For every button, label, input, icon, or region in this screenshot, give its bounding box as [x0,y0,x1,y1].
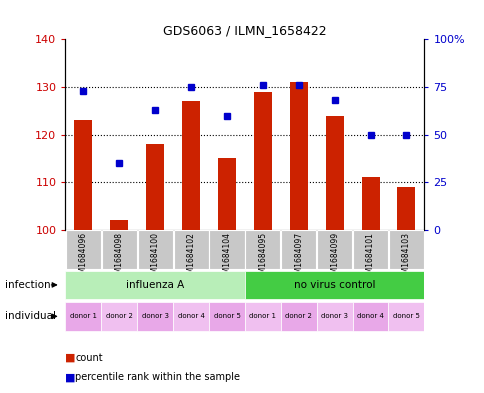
Text: donor 5: donor 5 [392,313,419,320]
Bar [146,144,164,230]
Bar [66,230,101,269]
Bar [388,230,423,269]
Text: GSM1684099: GSM1684099 [330,232,338,283]
Text: GSM1684101: GSM1684101 [365,232,374,283]
Text: ■: ■ [65,372,76,382]
Bar [65,302,101,331]
Text: infection: infection [5,280,50,290]
Text: donor 3: donor 3 [141,313,168,320]
Bar [137,302,173,331]
Text: GSM1684103: GSM1684103 [401,232,410,283]
Bar [244,271,424,299]
Bar [102,230,136,269]
Bar [75,120,92,230]
Text: percentile rank within the sample: percentile rank within the sample [75,372,240,382]
Text: GSM1684096: GSM1684096 [79,232,88,283]
Bar [110,220,128,230]
Bar [388,302,424,331]
Bar [244,302,280,331]
Text: GSM1684097: GSM1684097 [294,232,302,283]
Text: donor 2: donor 2 [106,313,133,320]
Text: GSM1684095: GSM1684095 [258,232,267,283]
Text: donor 1: donor 1 [70,313,97,320]
Text: GSM1684100: GSM1684100 [151,232,159,283]
Bar [218,158,235,230]
Bar [352,302,388,331]
Bar [173,302,209,331]
Bar [182,101,200,230]
Bar [245,230,280,269]
Text: donor 5: donor 5 [213,313,240,320]
Bar [325,116,343,230]
Text: donor 3: donor 3 [320,313,348,320]
Text: donor 4: donor 4 [356,313,383,320]
Bar [289,82,307,230]
Bar [280,302,316,331]
Bar [397,187,414,230]
Bar [316,302,352,331]
Bar [173,230,208,269]
Bar [352,230,387,269]
Bar [137,230,172,269]
Text: ■: ■ [65,353,76,363]
Text: individual: individual [5,311,56,321]
Bar [65,271,244,299]
Text: count: count [75,353,103,363]
Text: no virus control: no virus control [293,280,375,290]
Bar [281,230,316,269]
Bar [361,178,378,230]
Text: donor 1: donor 1 [249,313,276,320]
Text: influenza A: influenza A [126,280,184,290]
Text: GSM1684104: GSM1684104 [222,232,231,283]
Title: GDS6063 / ILMN_1658422: GDS6063 / ILMN_1658422 [163,24,326,37]
Text: GSM1684098: GSM1684098 [115,232,123,283]
Text: donor 4: donor 4 [177,313,204,320]
Bar [209,230,244,269]
Text: GSM1684102: GSM1684102 [186,232,195,283]
Bar [317,230,351,269]
Text: donor 2: donor 2 [285,313,312,320]
Bar [209,302,244,331]
Bar [254,92,271,230]
Bar [101,302,137,331]
